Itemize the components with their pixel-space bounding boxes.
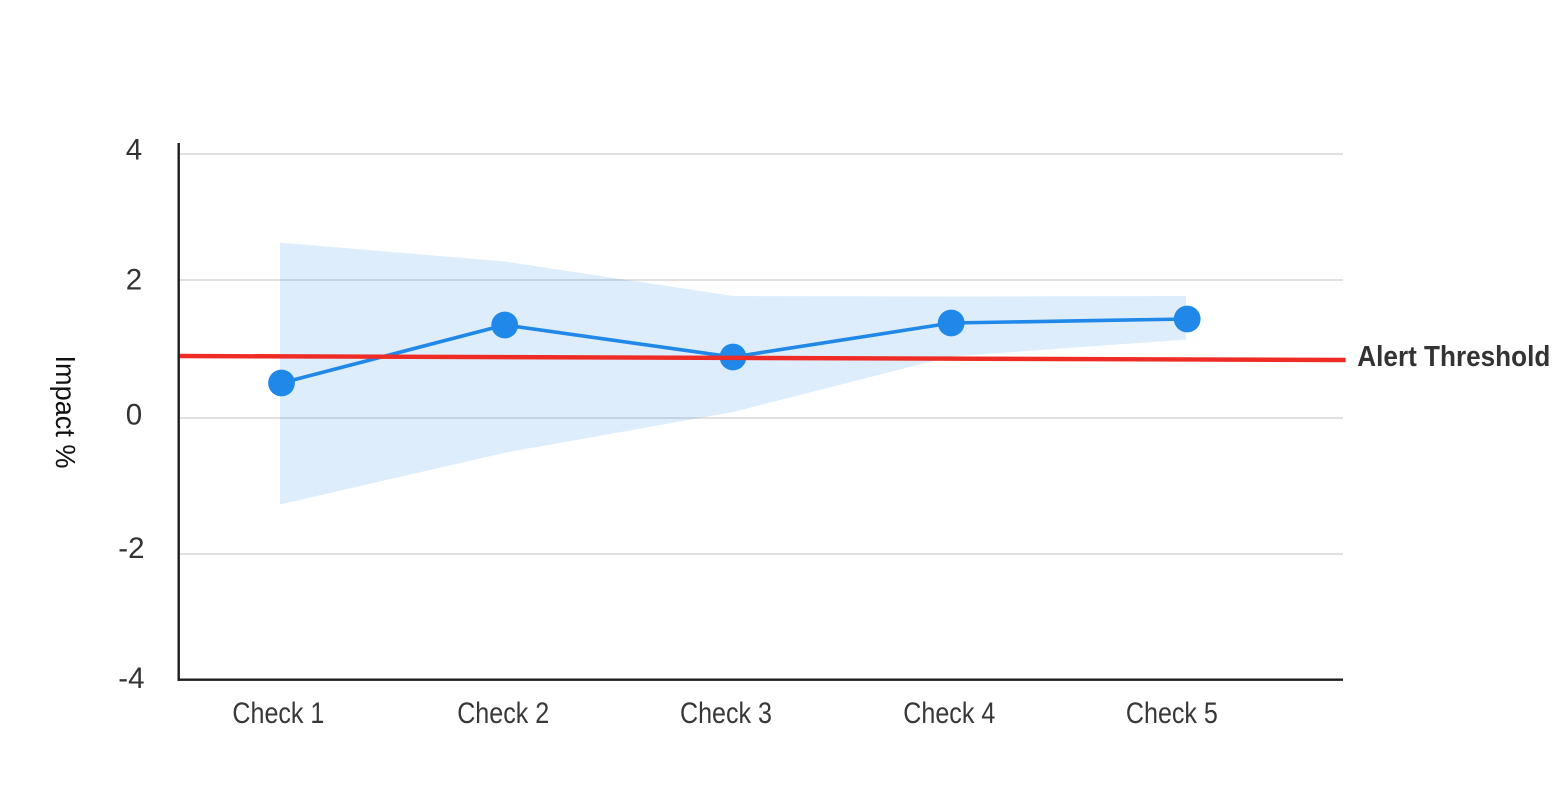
svg-text:Check 1: Check 1 (232, 697, 324, 730)
svg-text:-2: -2 (118, 532, 144, 565)
svg-text:Check 5: Check 5 (1126, 697, 1218, 730)
svg-text:2: 2 (126, 264, 142, 297)
svg-text:Check 3: Check 3 (680, 697, 772, 730)
svg-text:Alert Threshold: Alert Threshold (1357, 341, 1550, 373)
svg-text:Check 4: Check 4 (903, 697, 995, 730)
svg-text:Check 2: Check 2 (457, 697, 549, 730)
svg-text:4: 4 (126, 134, 142, 167)
svg-text:Impact %: Impact % (50, 356, 81, 469)
svg-text:0: 0 (126, 399, 142, 432)
svg-text:-4: -4 (118, 662, 144, 695)
